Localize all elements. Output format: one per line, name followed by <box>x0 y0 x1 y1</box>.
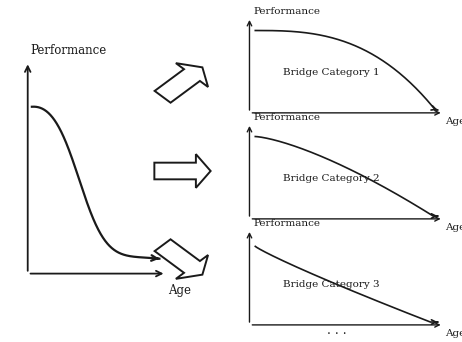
Text: Performance: Performance <box>253 219 320 228</box>
Polygon shape <box>155 239 208 279</box>
Text: Bridge Category 3: Bridge Category 3 <box>283 280 379 289</box>
Text: Bridge Category 2: Bridge Category 2 <box>283 174 379 183</box>
Text: Performance: Performance <box>30 44 107 57</box>
Polygon shape <box>154 154 211 188</box>
Text: Performance: Performance <box>253 7 320 16</box>
Text: Bridge Category 1: Bridge Category 1 <box>283 68 379 77</box>
Text: Age: Age <box>168 284 191 297</box>
Text: Age: Age <box>445 329 462 338</box>
Polygon shape <box>155 63 208 103</box>
Text: . . .: . . . <box>328 324 347 337</box>
Text: Performance: Performance <box>253 113 320 122</box>
Text: Age: Age <box>445 223 462 232</box>
Text: Age: Age <box>445 117 462 126</box>
